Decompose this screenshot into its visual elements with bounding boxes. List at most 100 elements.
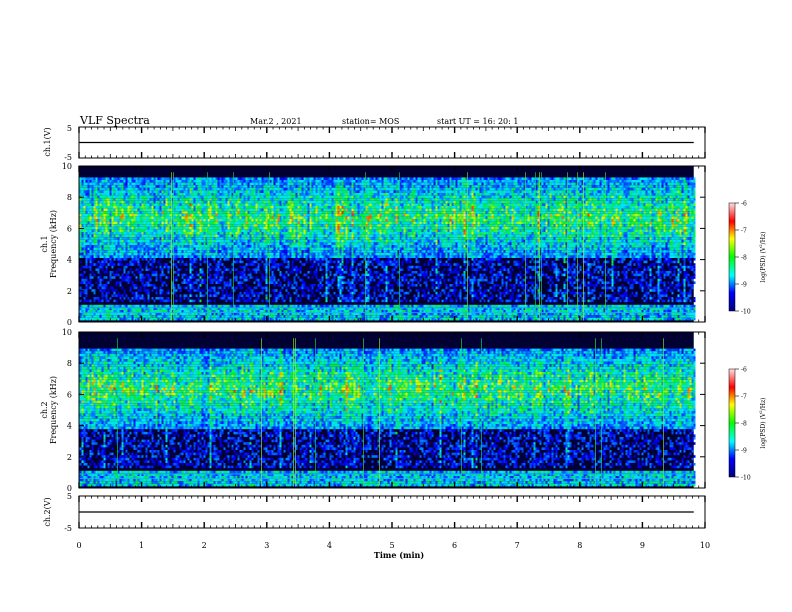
spectrogram-cell	[82, 211, 84, 214]
spectrogram-cell	[120, 294, 122, 297]
spectrogram-cell	[116, 245, 118, 248]
spectrogram-cell	[108, 289, 110, 292]
spectrogram-cell	[104, 289, 106, 292]
spectrogram-cell	[116, 190, 118, 193]
spectrogram-cell	[80, 240, 82, 243]
spectrogram-cell	[82, 209, 84, 212]
spectrogram-cell	[90, 237, 92, 240]
spectrogram-cell	[90, 245, 92, 248]
spectrogram-cell	[86, 229, 88, 232]
spectrogram-cell	[132, 245, 134, 248]
spectrogram-cell	[96, 227, 98, 230]
spectrogram-cell	[116, 232, 118, 235]
spectrogram-cell	[94, 214, 96, 217]
spectrogram-cell	[80, 203, 82, 206]
spectrogram-cell	[116, 229, 118, 232]
spectrogram-cell	[114, 248, 116, 251]
spectrogram-cell	[100, 237, 102, 240]
spectrogram-cell	[136, 214, 138, 217]
spectrogram-cell	[124, 253, 126, 256]
spectrogram-cell	[82, 219, 84, 222]
spectrogram-cell	[128, 276, 130, 279]
spectrogram-cell	[84, 193, 86, 196]
spectrogram-cell	[126, 279, 128, 282]
spectrogram-cell	[88, 183, 90, 186]
spectrogram-cell	[94, 209, 96, 212]
spectrogram-cell	[128, 180, 130, 183]
spectrogram-cell	[108, 232, 110, 235]
spectrogram-cell	[96, 229, 98, 232]
spectrogram-cell	[122, 315, 124, 318]
spectrogram-cell	[98, 214, 100, 217]
spectrogram-cell	[80, 180, 82, 183]
spectrogram-cell	[90, 201, 92, 204]
spectrogram-cell	[90, 258, 92, 261]
spectrogram-cell	[108, 227, 110, 230]
spectrogram-cell	[132, 229, 134, 232]
spectrogram-cell	[110, 250, 112, 253]
spectrogram-cell	[122, 180, 124, 183]
spectrogram-cell	[106, 193, 108, 196]
spectrogram-cell	[118, 209, 120, 212]
spectrogram-cell	[92, 201, 94, 204]
spectrogram-cell	[96, 201, 98, 204]
spectrogram-cell	[128, 216, 130, 219]
spectrogram-cell	[104, 211, 106, 214]
spectrogram-cell	[110, 198, 112, 201]
spectrogram-cell	[112, 255, 114, 258]
spectrogram-cell	[92, 190, 94, 193]
spectrogram-cell	[118, 292, 120, 295]
spectrogram-cell	[84, 310, 86, 313]
spectrogram-cell	[100, 253, 102, 256]
spectrogram-cell	[96, 240, 98, 243]
spectrogram-cell	[136, 198, 138, 201]
spectrogram-cell	[114, 177, 116, 180]
spectrogram-cell	[100, 248, 102, 251]
spectrogram-cell	[96, 237, 98, 240]
spectrogram-cell	[80, 305, 82, 308]
spectrogram-cell	[108, 250, 110, 253]
spectrogram-cell	[122, 222, 124, 225]
spectrogram-cell	[124, 180, 126, 183]
spectrogram-cell	[84, 253, 86, 256]
spectrogram-cell	[82, 274, 84, 277]
spectrogram-cell	[116, 211, 118, 214]
spectrogram-cell	[116, 196, 118, 199]
spectrogram-cell	[88, 209, 90, 212]
spectrogram-cell	[100, 235, 102, 238]
spectrogram-cell	[96, 188, 98, 191]
spectrogram-cell	[84, 224, 86, 227]
spectrogram-cell	[116, 198, 118, 201]
spectrogram-cell	[88, 237, 90, 240]
spectrogram-cell	[88, 214, 90, 217]
spectrogram-cell	[86, 289, 88, 292]
spectrogram-cell	[128, 219, 130, 222]
spectrogram-cell	[122, 190, 124, 193]
spectrogram-cell	[134, 183, 136, 186]
spectrogram-cell	[114, 214, 116, 217]
spectrogram-cell	[96, 190, 98, 193]
spectrogram-cell	[106, 198, 108, 201]
spectrogram-cell	[116, 255, 118, 258]
spectrogram-cell	[86, 206, 88, 209]
spectrogram-cell	[126, 229, 128, 232]
spectrogram-cell	[108, 318, 110, 321]
spectrogram-cell	[122, 245, 124, 248]
spectrogram-cell	[124, 255, 126, 258]
spectrogram-cell	[92, 237, 94, 240]
spectrogram-cell	[92, 258, 94, 261]
spectrogram-cell	[124, 310, 126, 313]
spectrogram-cell	[130, 193, 132, 196]
spectrogram-cell	[98, 310, 100, 313]
spectrogram-cell	[108, 177, 110, 180]
spectrogram-cell	[92, 227, 94, 230]
spectrogram-cell	[114, 242, 116, 245]
spectrogram-cell	[112, 227, 114, 230]
spectrogram-cell	[132, 253, 134, 256]
spectrogram-cell	[108, 224, 110, 227]
spectrogram-cell	[98, 219, 100, 222]
spectrogram-cell	[96, 255, 98, 258]
spectrogram-cell	[94, 235, 96, 238]
spectrogram-cell	[126, 198, 128, 201]
spectrogram-cell	[84, 188, 86, 191]
